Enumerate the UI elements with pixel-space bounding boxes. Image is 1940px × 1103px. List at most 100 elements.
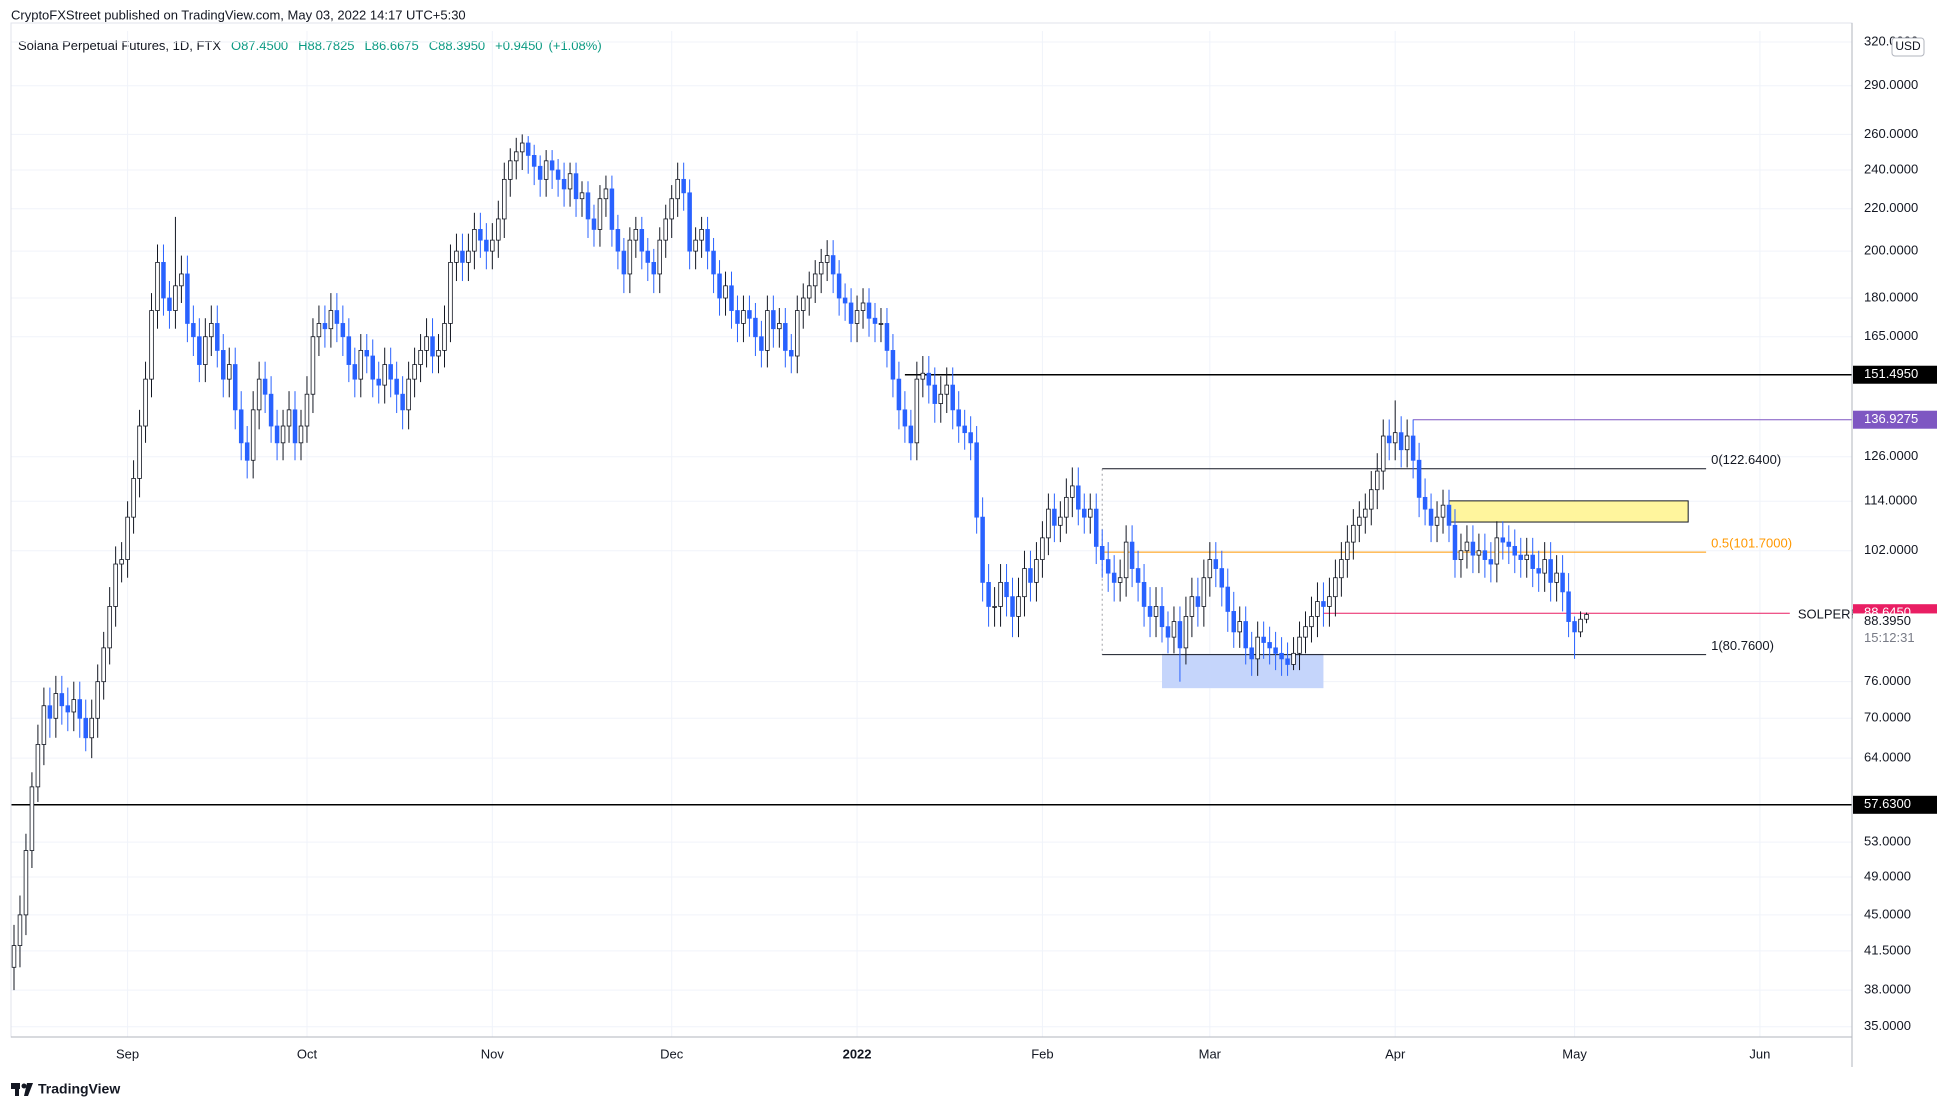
candle-body (346, 336, 352, 365)
candle-body (962, 425, 967, 434)
candle-body (878, 323, 884, 325)
candle-body (806, 285, 812, 299)
fib-label: 0.5(101.7000) (1711, 536, 1792, 551)
candle-body (908, 425, 914, 444)
candle-body (262, 378, 268, 395)
countdown: 15:12:31 (1864, 630, 1915, 645)
candle-body (400, 393, 405, 411)
candle-body (478, 229, 483, 241)
candle-body (795, 310, 800, 357)
candle-body (454, 250, 459, 263)
candle-body (848, 302, 854, 324)
candle-body (1410, 435, 1416, 461)
logo-part (24, 1083, 33, 1096)
candle-body (968, 432, 973, 444)
candle-body (226, 364, 232, 380)
candle-body (872, 317, 878, 324)
candle-body (747, 310, 752, 319)
candle-body (765, 310, 770, 351)
candle-body (250, 409, 256, 461)
candle-body (77, 699, 83, 719)
candle-body (645, 250, 651, 263)
candle-body (926, 372, 932, 386)
candle-body (1369, 489, 1374, 510)
candle-body (1279, 652, 1284, 660)
candle-body (669, 198, 674, 220)
candle-body (1165, 626, 1171, 638)
candle-body (1416, 459, 1422, 498)
candle-body (185, 273, 190, 324)
x-tick-label: Sep (116, 1046, 139, 1061)
candle-body (1105, 559, 1111, 574)
candle-body (1434, 516, 1440, 526)
candle-body (65, 705, 71, 713)
candle-body (741, 310, 746, 324)
candle-body (460, 250, 465, 263)
legend-change-pct: (+1.08%) (549, 38, 602, 53)
candle-body (232, 364, 238, 411)
candle-body (1099, 546, 1105, 560)
candle-body (53, 693, 59, 719)
legend-symbol: Solana Perpetual Futures, 1D, FTX (18, 38, 221, 53)
candle-body (711, 250, 716, 275)
candle-body (1159, 606, 1165, 628)
candle-body (502, 178, 507, 220)
candle-body (143, 378, 148, 427)
candle-body (304, 393, 310, 427)
candle-body (561, 178, 567, 190)
candle-body (735, 310, 740, 324)
candle-body (11, 945, 17, 968)
candle-body (1572, 621, 1577, 633)
candle-body (197, 336, 202, 365)
candle-body (771, 310, 776, 330)
candle-body (812, 273, 818, 287)
price-label-box (1853, 795, 1937, 814)
candle-body (418, 350, 423, 365)
y-tick-label: 200.0000 (1864, 243, 1918, 258)
price-label: 151.4950 (1864, 366, 1918, 381)
y-tick-label: 76.0000 (1864, 673, 1911, 688)
candle-body (639, 229, 645, 252)
candle-body (567, 173, 573, 190)
x-tick-label: 2022 (843, 1046, 872, 1061)
candle-body (1374, 470, 1380, 491)
candle-body (896, 378, 902, 411)
candle-body (1494, 537, 1500, 565)
candle-body (1380, 435, 1386, 472)
candle-body (723, 285, 728, 299)
candle-body (340, 323, 346, 338)
candle-body (1010, 596, 1015, 617)
candle-body (83, 717, 88, 739)
candle-body (1153, 606, 1159, 617)
candle-body (1201, 577, 1207, 607)
candle-body (1249, 647, 1254, 660)
logo-part (21, 1083, 27, 1089)
candle-body (1446, 504, 1452, 526)
candle-body (442, 323, 447, 351)
candle-body (1034, 559, 1039, 583)
candle-body (950, 384, 955, 411)
x-tick-label: Nov (481, 1046, 505, 1061)
candle-body (1524, 554, 1529, 560)
zone (1161, 653, 1324, 689)
logo-part (15, 1083, 19, 1096)
candle-body (705, 229, 710, 252)
currency-box (1891, 37, 1925, 57)
candle-body (1291, 652, 1296, 665)
candle-body (914, 378, 920, 444)
candle-body (17, 914, 23, 946)
candle-body (1207, 559, 1213, 579)
x-tick-label: Oct (297, 1046, 318, 1061)
candle-body (842, 297, 848, 304)
candle-body (41, 705, 47, 745)
candle-body (687, 192, 692, 252)
candle-body (35, 744, 41, 788)
legend-ohlc: L86.6675 (365, 38, 419, 53)
candle-body (651, 261, 657, 275)
y-tick-label: 41.5000 (1864, 942, 1911, 957)
candle-body (555, 169, 561, 180)
candle-body (1363, 508, 1368, 518)
x-tick-label: Feb (1031, 1046, 1053, 1061)
y-tick-label: 49.0000 (1864, 868, 1911, 883)
